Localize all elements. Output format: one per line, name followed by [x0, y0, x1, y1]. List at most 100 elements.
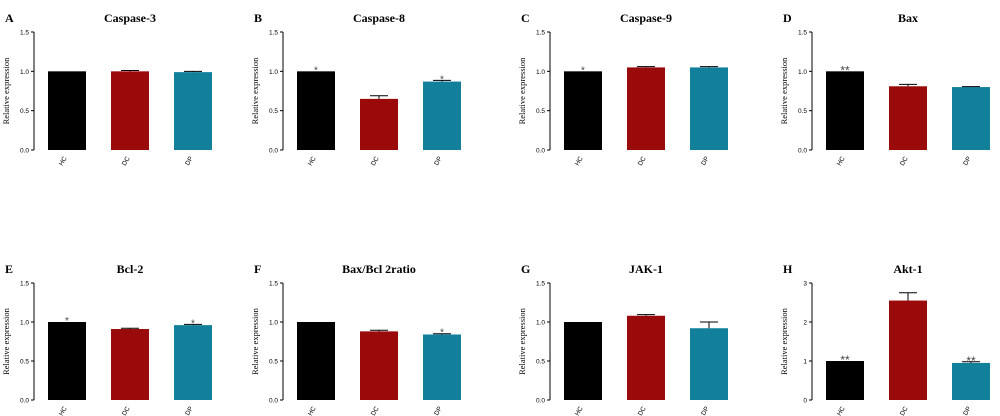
bar-h-dc — [889, 300, 927, 400]
y-tick-label-e-3: 1.5 — [20, 281, 29, 288]
x-tick-label-b-2: DP — [433, 156, 444, 167]
panel-letter-a: A — [5, 11, 14, 25]
chart-title-b: Caspase-8 — [353, 11, 405, 25]
x-tick-label-b-0: HC — [307, 155, 318, 167]
bar-f-dc — [360, 331, 398, 400]
significance-b-2: * — [440, 74, 444, 85]
bar-a-dp — [174, 72, 212, 150]
x-tick-label-h-2: DP — [962, 406, 973, 416]
significance-h-0: ** — [840, 353, 850, 367]
y-tick-label-g-3: 1.5 — [536, 281, 545, 288]
chart-title-c: Caspase-9 — [620, 11, 672, 25]
bar-b-dp — [423, 81, 461, 150]
significance-b-0: * — [314, 65, 318, 76]
bar-e-hc — [48, 322, 86, 400]
bar-d-dp — [952, 87, 990, 150]
bar-a-dc — [111, 71, 149, 150]
panel-letter-b: B — [254, 11, 262, 25]
x-tick-label-g-2: DP — [700, 406, 711, 416]
y-tick-label-h-0: 0 — [803, 398, 807, 405]
y-tick-label-g-0: 0.0 — [536, 398, 545, 405]
chart-title-e: Bcl-2 — [117, 262, 144, 276]
chart-title-a: Caspase-3 — [104, 11, 156, 25]
y-tick-label-a-0: 0.0 — [20, 148, 29, 155]
x-tick-label-a-0: HC — [58, 155, 69, 167]
y-tick-label-b-0: 0.0 — [269, 148, 278, 155]
y-tick-label-d-1: 0.5 — [798, 108, 807, 115]
significance-h-2: ** — [966, 354, 976, 368]
bar-g-dp — [690, 328, 728, 400]
bar-c-dc — [627, 67, 665, 150]
y-tick-label-f-2: 1.0 — [269, 320, 278, 327]
panel-letter-f: F — [254, 262, 261, 276]
bar-c-hc — [564, 71, 602, 150]
y-tick-label-a-2: 1.0 — [20, 69, 29, 76]
y-axis-label-d: Relative expression — [779, 57, 789, 125]
x-tick-label-h-0: HC — [836, 405, 847, 416]
y-tick-label-e-2: 1.0 — [20, 320, 29, 327]
bar-g-dc — [627, 315, 665, 400]
bar-b-hc — [297, 71, 335, 150]
y-tick-label-c-0: 0.0 — [536, 148, 545, 155]
bar-h-dp — [952, 362, 990, 400]
chart-title-h: Akt-1 — [893, 262, 922, 276]
y-tick-label-c-3: 1.5 — [536, 30, 545, 37]
y-tick-label-c-1: 0.5 — [536, 108, 545, 115]
y-tick-label-g-1: 0.5 — [536, 359, 545, 366]
significance-c-0: * — [581, 65, 585, 76]
chart-title-d: Bax — [898, 11, 918, 25]
bar-b-dc — [360, 98, 398, 150]
y-axis-label-c: Relative expression — [517, 57, 527, 125]
y-tick-label-c-2: 1.0 — [536, 69, 545, 76]
panel-letter-c: C — [521, 11, 530, 25]
y-axis-label-b: Relative expression — [250, 57, 260, 125]
x-tick-label-c-0: HC — [574, 155, 585, 167]
y-tick-label-h-2: 2 — [803, 320, 807, 327]
y-tick-label-b-1: 0.5 — [269, 108, 278, 115]
x-tick-label-f-2: DP — [433, 406, 444, 416]
y-tick-label-f-1: 0.5 — [269, 359, 278, 366]
y-tick-label-b-2: 1.0 — [269, 69, 278, 76]
x-tick-label-a-2: DP — [184, 156, 195, 167]
y-axis-label-g: Relative expression — [517, 307, 527, 375]
bar-f-hc — [297, 322, 335, 400]
x-tick-label-f-1: DC — [370, 405, 381, 416]
y-tick-label-e-1: 0.5 — [20, 359, 29, 366]
panel-letter-h: H — [783, 262, 793, 276]
x-tick-label-f-0: HC — [307, 405, 318, 416]
x-tick-label-b-1: DC — [370, 155, 381, 167]
bar-g-hc — [564, 322, 602, 400]
y-tick-label-a-1: 0.5 — [20, 108, 29, 115]
significance-e-2: * — [191, 318, 195, 329]
x-tick-label-e-0: HC — [58, 405, 69, 416]
significance-d-0: ** — [840, 63, 850, 77]
significance-e-0: * — [65, 316, 69, 327]
y-tick-label-b-3: 1.5 — [269, 30, 278, 37]
x-tick-label-d-0: HC — [836, 155, 847, 167]
bar-c-dp — [690, 67, 728, 150]
x-tick-label-e-2: DP — [184, 406, 195, 416]
y-tick-label-g-2: 1.0 — [536, 320, 545, 327]
y-tick-label-d-3: 1.5 — [798, 30, 807, 37]
bar-e-dc — [111, 329, 149, 400]
y-tick-label-d-2: 1.0 — [798, 69, 807, 76]
x-tick-label-d-1: DC — [899, 155, 910, 167]
x-tick-label-g-1: DC — [637, 405, 648, 416]
x-tick-label-c-2: DP — [700, 156, 711, 167]
chart-title-g: JAK-1 — [629, 262, 663, 276]
y-tick-label-h-3: 3 — [803, 281, 807, 288]
chart-title-f: Bax/Bcl 2ratio — [342, 262, 416, 276]
x-tick-label-g-0: HC — [574, 405, 585, 416]
bar-f-dp — [423, 334, 461, 400]
y-tick-label-d-0: 0.0 — [798, 148, 807, 155]
x-tick-label-d-2: DP — [962, 156, 973, 167]
bar-d-hc — [826, 71, 864, 150]
y-tick-label-f-3: 1.5 — [269, 281, 278, 288]
x-tick-label-h-1: DC — [899, 405, 910, 416]
y-axis-label-f: Relative expression — [250, 307, 260, 375]
y-axis-label-e: Relative expression — [1, 307, 11, 375]
y-tick-label-f-0: 0.0 — [269, 398, 278, 405]
significance-f-2: * — [440, 328, 444, 339]
panel-letter-d: D — [783, 11, 792, 25]
